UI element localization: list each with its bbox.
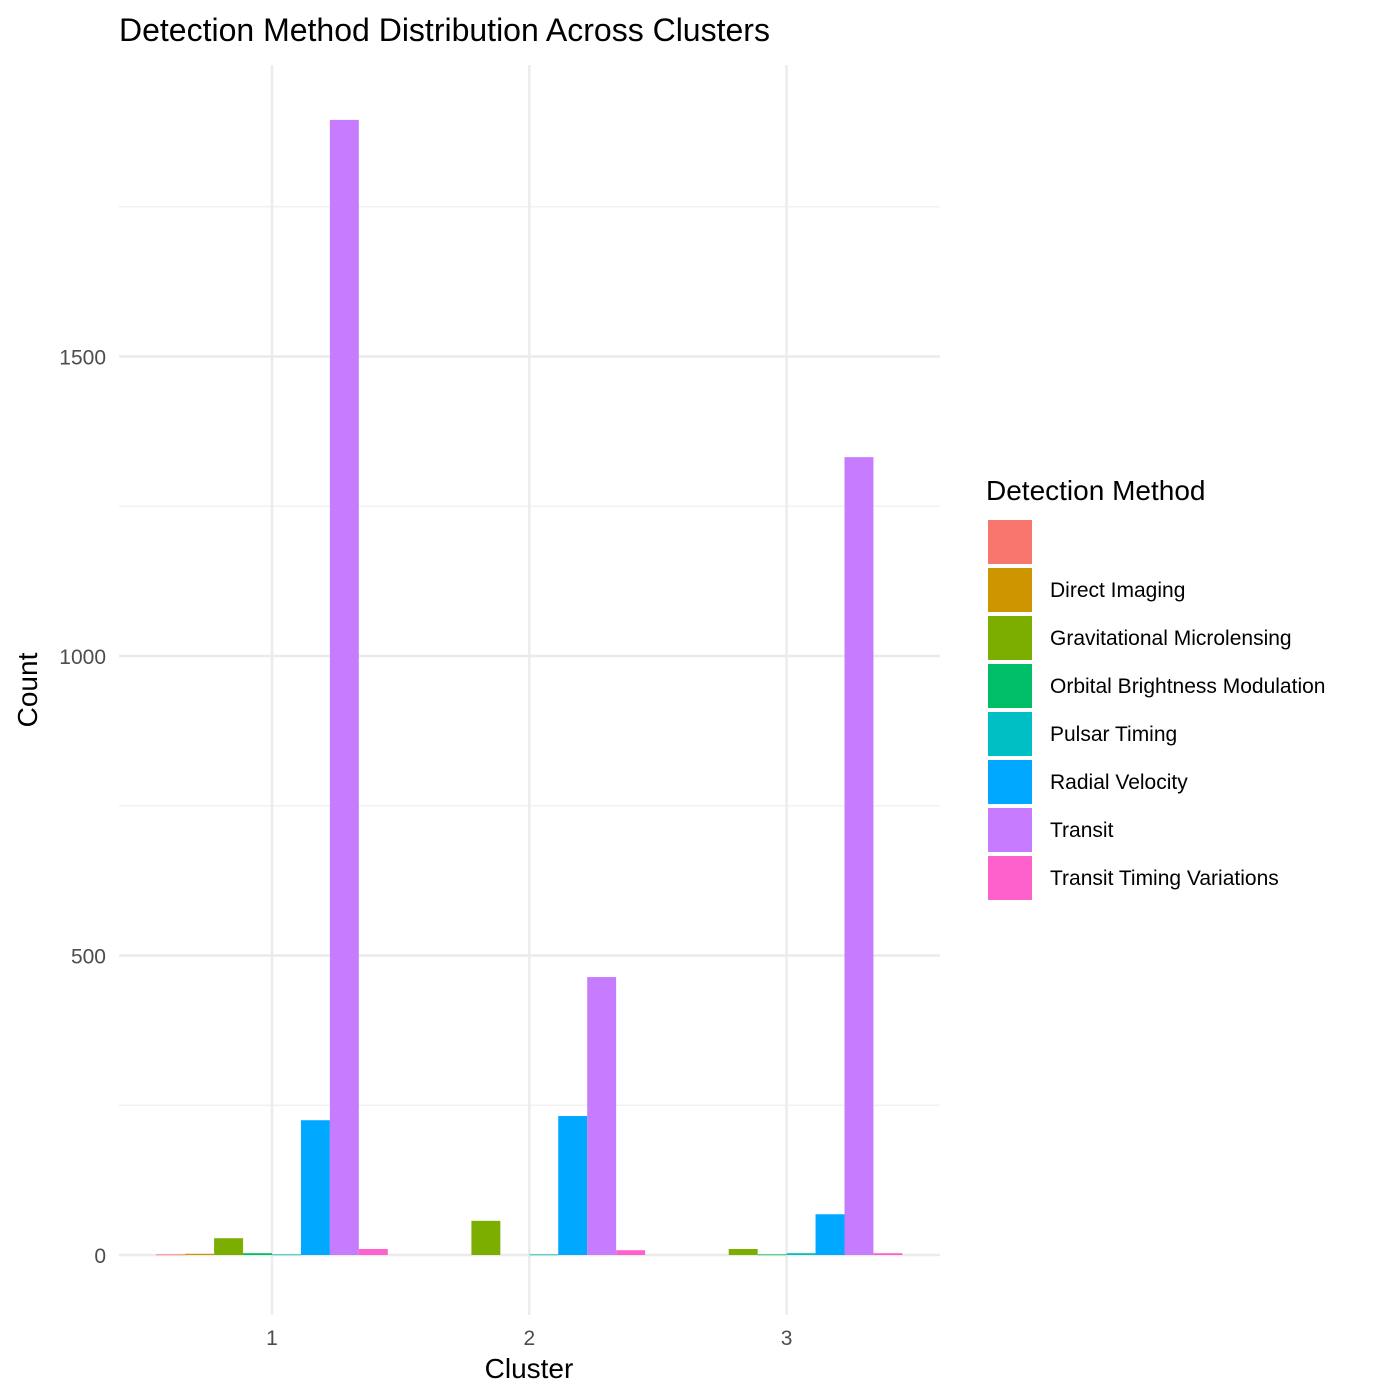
bar (786, 1253, 816, 1255)
legend-key (988, 664, 1032, 708)
bar (587, 977, 617, 1255)
chart-title: Detection Method Distribution Across Clu… (119, 12, 770, 48)
y-tick-label: 1500 (59, 347, 106, 370)
bars (156, 119, 903, 1256)
legend-key (988, 520, 1032, 564)
bar (873, 1253, 903, 1255)
bar (185, 1253, 215, 1255)
x-tick-label: 3 (781, 1327, 793, 1350)
legend-key (988, 568, 1032, 612)
bar (529, 1254, 559, 1256)
legend: Detection Method Direct Imaging Gravitati… (986, 475, 1325, 900)
legend-key (988, 808, 1032, 852)
bar (300, 1120, 330, 1255)
y-tick-label: 0 (94, 1245, 106, 1268)
grid (119, 65, 940, 1315)
bar (757, 1254, 787, 1256)
bar (243, 1253, 272, 1255)
bar (358, 1249, 388, 1255)
legend-title: Detection Method (986, 475, 1205, 506)
bar (272, 1254, 301, 1256)
bar (214, 1238, 244, 1255)
x-tick-label: 1 (266, 1327, 278, 1350)
y-axis-ticks: 0 500 1000 1500 (59, 347, 106, 1269)
legend-label: Transit (1050, 819, 1114, 842)
legend-label: Pulsar Timing (1050, 723, 1177, 746)
x-tick-label: 2 (523, 1327, 535, 1350)
bar (558, 1116, 588, 1255)
legend-label: Gravitational Microlensing (1050, 627, 1292, 650)
legend-label: Radial Velocity (1050, 771, 1188, 794)
bar (844, 457, 874, 1256)
legend-label: Transit Timing Variations (1050, 867, 1279, 890)
bar (815, 1214, 845, 1255)
legend-label: Orbital Brightness Modulation (1050, 675, 1325, 698)
legend-key (988, 712, 1032, 756)
legend-key (988, 856, 1032, 900)
bar (616, 1250, 646, 1255)
legend-label: Direct Imaging (1050, 579, 1185, 602)
bar (156, 1254, 186, 1256)
legend-key (988, 616, 1032, 660)
x-axis-title: Cluster (485, 1353, 574, 1384)
y-tick-label: 500 (71, 946, 106, 969)
y-axis-title: Count (12, 652, 43, 727)
legend-key (988, 760, 1032, 804)
bar (471, 1220, 501, 1255)
y-tick-label: 1000 (59, 646, 106, 669)
bar (329, 119, 359, 1255)
x-axis-ticks: 1 2 3 (266, 1327, 792, 1350)
bar (728, 1249, 758, 1255)
